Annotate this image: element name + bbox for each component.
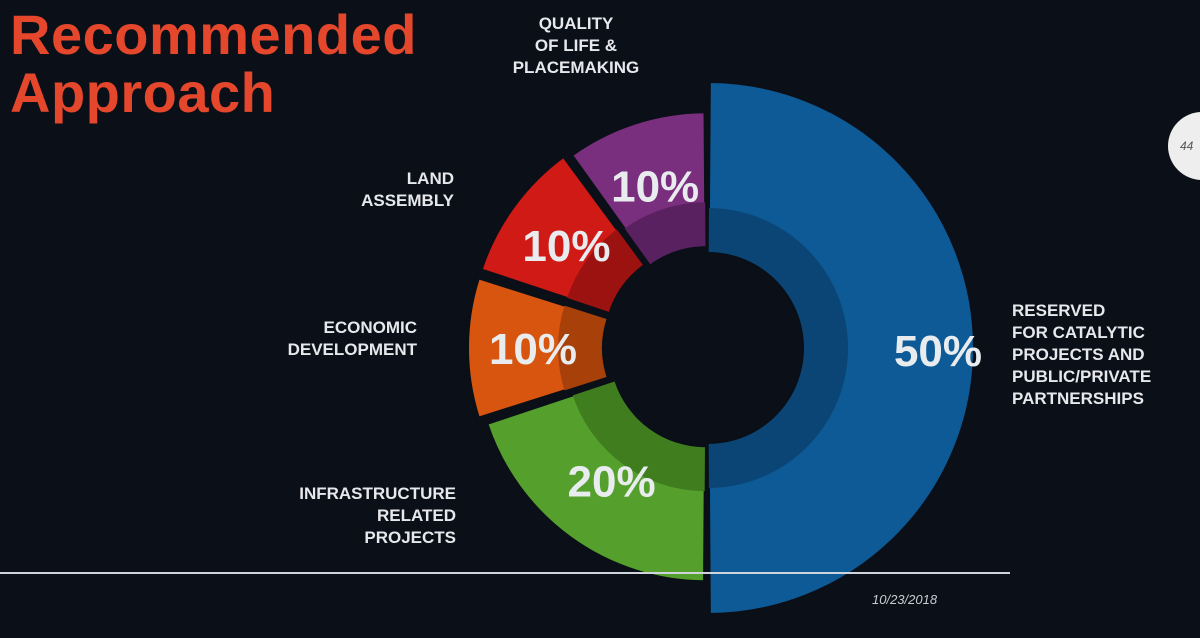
footer-date: 10/23/2018 — [872, 592, 938, 607]
category-label-4-line-2: PLACEMAKING — [513, 58, 640, 77]
slice-inner-ring-4 — [624, 202, 706, 265]
donut-hole — [614, 254, 802, 442]
category-label-0-line-4: PARTNERSHIPS — [1012, 389, 1144, 408]
slide-title: Recommended Approach — [10, 6, 417, 122]
category-label-1-line-0: INFRASTRUCTURE — [299, 484, 456, 503]
slice-inner-ring-2 — [558, 305, 607, 391]
title-line-1: Recommended — [10, 3, 417, 66]
percent-label-3: 10% — [522, 222, 610, 271]
slice-group-3: 10% — [480, 155, 645, 314]
category-label-3-line-0: LAND — [407, 169, 454, 188]
slice-inner-ring-0 — [708, 208, 848, 488]
percent-label-4: 10% — [611, 162, 699, 211]
percent-label-0: 50% — [894, 327, 982, 376]
category-label-2-line-1: DEVELOPMENT — [288, 340, 418, 359]
category-label-4: QUALITY OF LIFE & PLACEMAKING — [513, 14, 640, 77]
slice-group-2: 10% — [467, 277, 608, 419]
category-label-0-line-3: PUBLIC/PRIVATE — [1012, 367, 1151, 386]
category-label-3: LAND ASSEMBLY — [361, 169, 455, 210]
category-label-0-line-2: PROJECTS AND — [1012, 345, 1145, 364]
category-label-0-line-1: FOR CATALYTIC — [1012, 323, 1145, 342]
slice-group-1: 20% — [486, 380, 706, 583]
category-label-3-line-1: ASSEMBLY — [361, 191, 455, 210]
category-label-0-line-0: RESERVED — [1012, 301, 1105, 320]
category-label-0: RESERVED FOR CATALYTIC PROJECTS AND PUBLIC/… — [1012, 301, 1151, 408]
category-label-4-line-0: QUALITY — [539, 14, 614, 33]
category-label-1: INFRASTRUCTURE RELATED PROJECTS — [299, 484, 456, 547]
percent-label-1: 20% — [568, 458, 656, 507]
slice-group-0: 50% — [707, 80, 982, 616]
slice-inner-ring-1 — [572, 381, 705, 492]
footer-divider — [0, 572, 1010, 574]
percent-label-2: 10% — [489, 325, 577, 374]
category-label-1-line-1: RELATED — [377, 506, 456, 525]
category-label-2: ECONOMIC DEVELOPMENT — [288, 318, 418, 359]
category-label-4-line-1: OF LIFE & — [535, 36, 617, 55]
title-line-2: Approach — [10, 61, 276, 124]
category-label-1-line-2: PROJECTS — [364, 528, 456, 547]
slice-inner-ring-3 — [567, 229, 643, 312]
slice-group-4: 10% — [570, 111, 707, 266]
category-label-2-line-0: ECONOMIC — [324, 318, 418, 337]
